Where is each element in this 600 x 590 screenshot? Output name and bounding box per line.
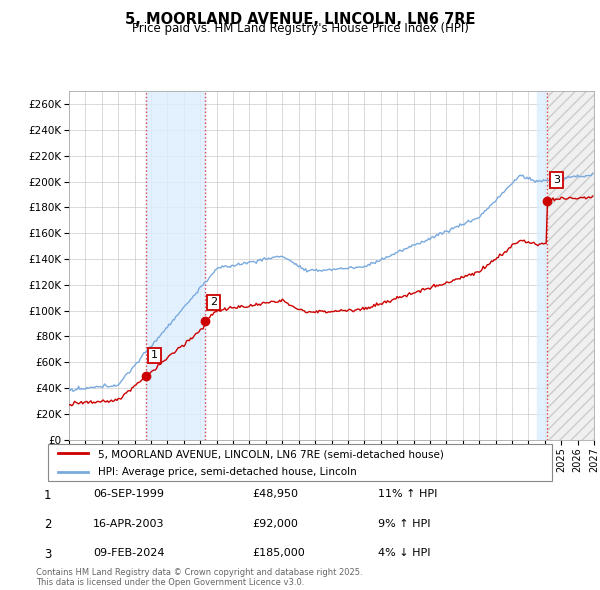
Bar (547, 91, 594, 440)
Text: 3: 3 (553, 175, 560, 185)
Text: 3: 3 (44, 548, 51, 561)
Text: 9% ↑ HPI: 9% ↑ HPI (378, 519, 431, 529)
Text: 16-APR-2003: 16-APR-2003 (93, 519, 164, 529)
FancyBboxPatch shape (48, 444, 552, 481)
Bar (146, 91, 205, 440)
Text: 4% ↓ HPI: 4% ↓ HPI (378, 549, 431, 558)
Text: 06-SEP-1999: 06-SEP-1999 (93, 490, 164, 499)
Text: £48,950: £48,950 (252, 490, 298, 499)
Text: Contains HM Land Registry data © Crown copyright and database right 2025.
This d: Contains HM Land Registry data © Crown c… (36, 568, 362, 587)
Text: Price paid vs. HM Land Registry's House Price Index (HPI): Price paid vs. HM Land Registry's House … (131, 22, 469, 35)
Text: 2: 2 (210, 297, 217, 307)
Text: £185,000: £185,000 (252, 549, 305, 558)
Text: £92,000: £92,000 (252, 519, 298, 529)
Text: 1: 1 (44, 489, 51, 502)
Text: 5, MOORLAND AVENUE, LINCOLN, LN6 7RE (semi-detached house): 5, MOORLAND AVENUE, LINCOLN, LN6 7RE (se… (98, 449, 444, 459)
Text: 5, MOORLAND AVENUE, LINCOLN, LN6 7RE: 5, MOORLAND AVENUE, LINCOLN, LN6 7RE (125, 12, 475, 27)
Bar (536, 91, 547, 440)
Text: 1: 1 (151, 350, 158, 360)
Text: 2: 2 (44, 518, 51, 532)
Text: 11% ↑ HPI: 11% ↑ HPI (378, 490, 437, 499)
Text: HPI: Average price, semi-detached house, Lincoln: HPI: Average price, semi-detached house,… (98, 467, 357, 477)
Text: 09-FEB-2024: 09-FEB-2024 (93, 549, 164, 558)
